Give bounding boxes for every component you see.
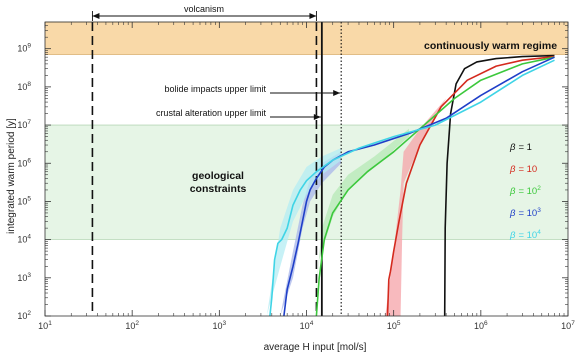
tick-exponent: 9 xyxy=(27,43,31,50)
tick-exponent: 6 xyxy=(27,157,31,164)
ci-band-2 xyxy=(313,128,410,316)
series-lines xyxy=(269,54,555,317)
series-line-0 xyxy=(443,54,555,317)
tick-exponent: 2 xyxy=(27,310,31,317)
tick-exponent: 2 xyxy=(135,320,139,327)
warm-regime-label: continuously warm regime xyxy=(424,40,557,52)
volcanism-arrowhead-left xyxy=(92,13,100,19)
y-tick-label: 106 xyxy=(17,157,31,168)
y-tick-label: 109 xyxy=(17,43,31,54)
tick-exponent: 5 xyxy=(397,320,401,327)
y-tick-label: 105 xyxy=(17,195,31,206)
legend-value: = 1 xyxy=(518,142,531,153)
legend-value: = 10 xyxy=(518,208,537,219)
x-axis-label: average H input [mol/s] xyxy=(264,342,367,353)
series-line-4 xyxy=(269,59,555,317)
series-line-2 xyxy=(315,56,555,317)
legend-beta-symbol: β xyxy=(509,208,516,219)
legend-exponent: 3 xyxy=(537,207,541,214)
legend-item-3: β = 103 xyxy=(509,207,541,219)
ticks: 101 102 103 104 105 106 107 102 103 104 105 106 107 1… xyxy=(17,22,575,331)
tick-exponent: 4 xyxy=(27,234,31,241)
x-tick-label: 105 xyxy=(387,320,401,331)
tick-exponent: 7 xyxy=(571,320,575,327)
tick-exponent: 1 xyxy=(48,320,52,327)
legend-value: = 10 xyxy=(518,186,537,197)
tick-exponent: 6 xyxy=(484,320,488,327)
y-tick-label: 103 xyxy=(17,272,31,283)
legend-item-2: β = 102 xyxy=(509,185,541,197)
legend-exponent: 4 xyxy=(537,229,541,236)
bolide-label: bolide impacts upper limit xyxy=(164,84,266,94)
y-tick-label: 108 xyxy=(17,81,31,92)
legend-item-1: β = 10 xyxy=(509,164,537,175)
y-tick-label: 102 xyxy=(17,310,31,321)
crustal-arrowhead xyxy=(313,114,321,120)
y-tick-label: 104 xyxy=(17,234,31,245)
tick-exponent: 3 xyxy=(27,272,31,279)
tick-exponent: 3 xyxy=(223,320,227,327)
legend-beta-symbol: β xyxy=(509,186,516,197)
x-tick-label: 104 xyxy=(300,320,314,331)
ci-band-4 xyxy=(266,148,342,316)
x-tick-label: 103 xyxy=(213,320,227,331)
tick-exponent: 5 xyxy=(27,195,31,202)
x-tick-label: 101 xyxy=(38,320,52,331)
legend-exponent: 2 xyxy=(537,185,541,192)
confidence-bands xyxy=(266,98,447,316)
y-tick-label: 107 xyxy=(17,119,31,130)
ci-band-1 xyxy=(385,98,447,316)
x-tick-label: 107 xyxy=(561,320,575,331)
legend-beta-symbol: β xyxy=(509,164,516,175)
y-axis-label: integrated warm period [y] xyxy=(6,118,17,234)
tick-exponent: 8 xyxy=(27,81,31,88)
bolide-arrowhead xyxy=(333,90,341,96)
legend-item-0: β = 1 xyxy=(509,142,532,153)
geological-label: geological xyxy=(192,170,244,182)
x-tick-label: 106 xyxy=(474,320,488,331)
legend-value: = 10 xyxy=(518,164,537,175)
vertical-lines xyxy=(91,22,342,316)
tick-exponent: 7 xyxy=(27,119,31,126)
constraints-label: constraints xyxy=(190,183,247,195)
volcanism-arrowhead-right xyxy=(309,13,317,19)
legend-beta-symbol: β xyxy=(509,230,516,241)
tick-exponent: 4 xyxy=(310,320,314,327)
annotations xyxy=(91,11,341,120)
legend-value: = 10 xyxy=(518,230,537,241)
legend-beta-symbol: β xyxy=(509,142,516,153)
legend-item-4: β = 104 xyxy=(509,229,541,241)
volcanism-label: volcanism xyxy=(184,4,224,14)
x-tick-label: 102 xyxy=(125,320,139,331)
series-line-1 xyxy=(386,55,555,317)
crustal-label: crustal alteration upper limit xyxy=(156,108,267,118)
